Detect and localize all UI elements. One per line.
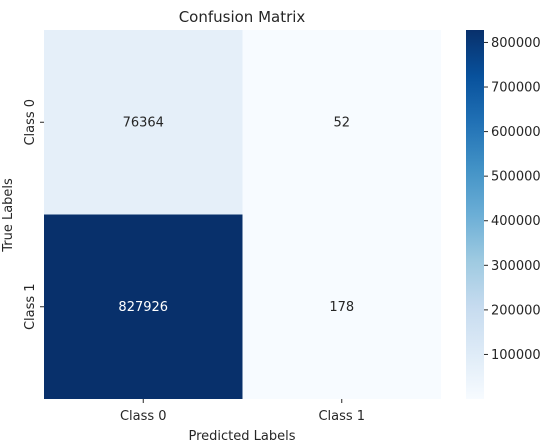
colorbar-tick-label: 300000	[491, 259, 541, 274]
colorbar-tick-label: 100000	[491, 348, 541, 363]
y-tick-label: Class 1	[23, 283, 38, 330]
x-tick-label: Class 0	[120, 409, 167, 424]
colorbar	[466, 30, 484, 399]
cell-value-r0-c0: 76364	[123, 115, 164, 130]
cell-value-r0-c1: 52	[333, 115, 350, 130]
colorbar-ticks: 100000 200000 300000 400000 500000 600000 7000…	[484, 36, 541, 363]
heatmap-cell-r0-c0	[44, 30, 243, 215]
colorbar-tick-label: 500000	[491, 170, 541, 185]
y-tick-label: Class 0	[23, 99, 38, 146]
x-axis-ticks: Class 0 Class 1	[120, 399, 365, 424]
y-axis-label: True Labels	[1, 178, 16, 253]
cell-value-r1-c1: 178	[329, 300, 354, 315]
heatmap-cell-r1-c0	[44, 214, 243, 399]
colorbar-tick-label: 600000	[491, 125, 541, 140]
chart-title: Confusion Matrix	[179, 8, 306, 26]
x-tick-label: Class 1	[318, 409, 365, 424]
heatmap-cells	[44, 30, 441, 399]
colorbar-tick-label: 400000	[491, 214, 541, 229]
cell-value-labels: 76364 52 827926 178	[118, 115, 354, 315]
x-axis-label: Predicted Labels	[188, 429, 295, 444]
colorbar-tick-label: 200000	[491, 303, 541, 318]
heatmap-cell-r0-c1	[242, 30, 441, 215]
heatmap-cell-r1-c1	[242, 214, 441, 399]
y-axis-ticks: Class 0 Class 1	[23, 99, 44, 330]
colorbar-tick-label: 700000	[491, 81, 541, 96]
cell-value-r1-c0: 827926	[118, 300, 168, 315]
colorbar-tick-label: 800000	[491, 36, 541, 51]
